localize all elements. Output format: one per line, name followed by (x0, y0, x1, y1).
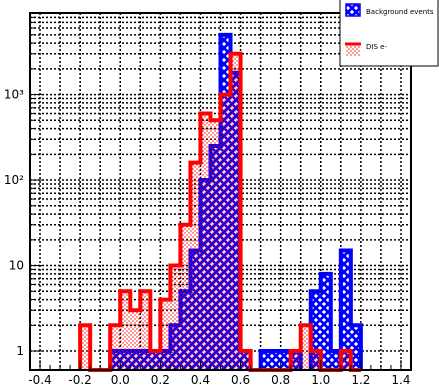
bar-fill-dis-e (180, 224, 191, 370)
bar-fill-background-events (260, 351, 271, 370)
bar-fill-dis-e (240, 351, 251, 370)
bar-fill-background-events (320, 273, 331, 370)
y-tick-label: 10³ (4, 88, 24, 102)
x-tick-label: -0.2 (68, 373, 91, 387)
bar-fill-background-events (330, 351, 341, 370)
bar-fill-background-events (280, 351, 291, 370)
series-outline-dis-e (78, 51, 361, 372)
bar-fill-dis-e (220, 94, 231, 370)
bar-fill-dis-e (340, 351, 351, 370)
bar-fill-dis-e (310, 351, 321, 370)
y-tick-label: 1 (16, 344, 24, 358)
x-tick-label: 0.6 (231, 373, 250, 387)
x-tick-label: 0.4 (191, 373, 210, 387)
legend-swatch-dis-e (346, 44, 360, 56)
x-tick-label: 0.2 (151, 373, 170, 387)
bar-fill-dis-e (80, 325, 91, 370)
x-tick-label: 0.0 (111, 373, 130, 387)
bar-fill-background-events (310, 291, 321, 370)
bar-fill-dis-e (190, 162, 201, 370)
bar-fill-dis-e (140, 291, 151, 370)
y-tick-labels: 1 10 10² 10³ (4, 88, 24, 358)
x-tick-labels: -0.4 -0.2 0.0 0.2 0.4 0.6 0.8 1.0 1.2 1.4 (28, 373, 410, 387)
bar-fill-dis-e (230, 53, 241, 371)
bar-fill-dis-e (120, 291, 131, 370)
bar-fill-dis-e (300, 325, 311, 370)
legend: Background events DIS e- (339, 0, 439, 67)
x-tick-label: 1.4 (391, 373, 410, 387)
bar-fill-background-events (340, 250, 351, 370)
legend-label-dis-e: DIS e- (366, 43, 387, 51)
x-tick-label: 0.8 (271, 373, 290, 387)
bar-fill-dis-e (160, 299, 171, 370)
legend-swatch-background-events (345, 3, 361, 17)
plot-frame (29, 12, 412, 371)
y-tick-label: 10 (9, 259, 24, 273)
bar-fill-dis-e (110, 325, 121, 370)
bar-fill-background-events (270, 351, 281, 370)
x-tick-label: -0.4 (28, 373, 51, 387)
bar-fill-dis-e (130, 310, 141, 370)
bar-fill-dis-e (200, 113, 211, 370)
bar-fill-dis-e (210, 120, 221, 371)
bar-fill-background-events (350, 325, 361, 370)
y-tick-label: 10² (4, 173, 24, 187)
bar-fill-dis-e (290, 351, 301, 370)
bar-fill-dis-e (150, 351, 161, 370)
histogram-bars (78, 32, 363, 372)
x-tick-label: 1.2 (351, 373, 370, 387)
legend-label-background-events: Background events (366, 8, 434, 16)
bar-fill-dis-e (170, 265, 181, 370)
x-tick-label: 1.0 (311, 373, 330, 387)
